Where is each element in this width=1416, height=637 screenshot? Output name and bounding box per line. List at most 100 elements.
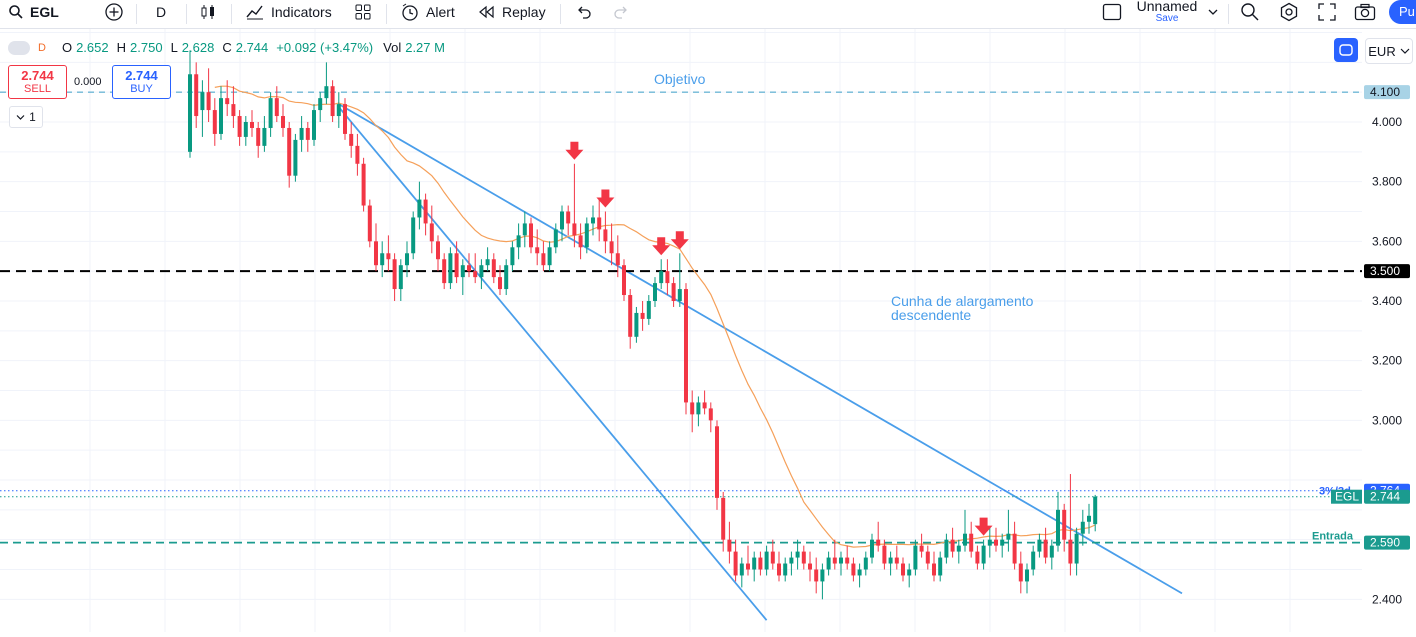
horizontal-levels[interactable]	[0, 91, 1362, 544]
settings-button[interactable]	[1279, 0, 1299, 24]
fullscreen-button[interactable]	[1318, 0, 1336, 24]
candle-body	[1043, 539, 1048, 558]
candle-body	[603, 229, 608, 242]
candle-body	[454, 253, 459, 278]
candle-body	[870, 539, 874, 558]
arrow-down-icon[interactable]	[670, 231, 689, 250]
candle-body	[944, 539, 949, 558]
replay-button[interactable]: Replay	[478, 0, 546, 24]
candle-body	[628, 295, 633, 337]
redo-button[interactable]	[612, 0, 630, 24]
chart-area[interactable]: 4.000 3.800 3.600 3.400 3.200 3.000 2.400 4.10…	[0, 29, 1416, 632]
candle-body	[764, 551, 769, 570]
candle-body	[560, 211, 564, 230]
candle-body	[281, 116, 285, 128]
candle-body	[634, 312, 639, 337]
price-badge-text: 2.744	[1370, 490, 1400, 504]
candle-body	[690, 402, 695, 415]
candle-body	[832, 557, 837, 564]
candles	[188, 50, 1098, 600]
price-badge-text: 4.100	[1370, 85, 1400, 99]
candle-body	[380, 253, 385, 266]
volume-label: Vol	[383, 40, 402, 55]
chart-type-button[interactable]	[199, 0, 217, 24]
price-badge-entrada	[1364, 535, 1410, 550]
templates-icon	[355, 4, 371, 20]
buy-button[interactable]: 2.744 BUY	[112, 65, 171, 99]
arrow-markers[interactable]	[565, 141, 993, 536]
candle-body	[516, 235, 521, 248]
candle-body	[541, 253, 546, 266]
arrow-down-icon[interactable]	[974, 517, 993, 536]
arrow-down-icon[interactable]	[596, 189, 615, 208]
chevron-down-icon	[1400, 48, 1410, 54]
candle-body	[932, 563, 936, 576]
level-labels: 4.100Objetivo3.5002.7643%/3d2.744EGL2.59…	[654, 71, 1410, 550]
candle-body	[200, 92, 205, 111]
spread-value: 0.000	[74, 76, 102, 88]
candle-body	[1025, 569, 1029, 582]
candle-body	[318, 98, 323, 111]
screenshot-icon	[1354, 3, 1376, 21]
quick-search-button[interactable]	[1240, 0, 1260, 24]
candle-body	[330, 86, 335, 117]
indicators-button[interactable]: Indicators	[245, 0, 332, 24]
candle-body	[448, 253, 453, 284]
candle-body	[529, 223, 533, 248]
candle-body	[349, 133, 354, 146]
publish-button[interactable]: Pu	[1389, 0, 1416, 24]
visibility-toggle[interactable]	[8, 40, 30, 55]
arrow-down-icon[interactable]	[652, 237, 671, 256]
candle-body	[839, 557, 843, 564]
candle-body	[702, 402, 707, 409]
candle-body	[1006, 533, 1011, 540]
arrow-down-icon[interactable]	[565, 141, 584, 160]
price-axis[interactable]: 4.000 3.800 3.600 3.400 3.200 3.000 2.400	[1362, 29, 1416, 632]
open-label: O	[61, 40, 73, 55]
candle-body	[721, 497, 726, 540]
currency-label: EUR	[1368, 43, 1396, 59]
layout-checkbox[interactable]	[1102, 0, 1122, 24]
undo-button[interactable]	[575, 0, 593, 24]
price-badge-text: 2.590	[1370, 536, 1400, 550]
sell-button[interactable]: 2.744 SELL	[8, 65, 67, 99]
candle-body	[584, 223, 589, 248]
indicator-collapse-button[interactable]: 1	[9, 106, 43, 128]
templates-button[interactable]	[354, 0, 372, 24]
toolbar-divider	[186, 4, 187, 24]
interval-button[interactable]: D	[156, 0, 166, 24]
price-chart[interactable]: 4.000 3.800 3.600 3.400 3.200 3.000 2.400 4.10…	[0, 29, 1416, 632]
currency-select[interactable]: EUR	[1365, 38, 1413, 64]
trendline-lower[interactable]	[338, 106, 768, 621]
candle-body	[969, 533, 974, 552]
save-link[interactable]: Save	[1155, 13, 1179, 24]
layout-menu-button[interactable]	[1208, 0, 1218, 24]
compare-button[interactable]	[104, 0, 124, 24]
candle-body	[783, 563, 788, 576]
buy-price: 2.744	[125, 68, 158, 83]
candle-body	[206, 92, 211, 111]
toolbar-divider	[386, 4, 387, 24]
trendlines[interactable]	[338, 103, 1183, 621]
candle-body	[572, 223, 577, 236]
interval-label: D	[156, 4, 167, 20]
candle-body	[491, 259, 496, 278]
symbol-search[interactable]: EGL	[8, 0, 59, 24]
price-badge-last-price	[1364, 489, 1410, 504]
alert-icon	[402, 3, 418, 21]
candle-body	[423, 199, 428, 224]
candle-body	[752, 557, 757, 570]
candle-body	[653, 283, 657, 301]
price-tick-label: 4.000	[1372, 115, 1402, 129]
layout-name-button[interactable]: Unnamed Save	[1134, 0, 1200, 24]
sell-price: 2.744	[21, 68, 54, 83]
price-badge-text: 3.500	[1370, 264, 1400, 278]
trendline-upper[interactable]	[338, 103, 1183, 595]
indicators-label: Indicators	[271, 4, 332, 20]
toolbar-divider	[231, 4, 232, 24]
candle-body	[336, 104, 341, 117]
alert-button[interactable]: Alert	[400, 0, 455, 24]
candle-body	[417, 199, 422, 218]
auto-scale-button[interactable]	[1334, 38, 1358, 62]
screenshot-button[interactable]	[1354, 0, 1376, 24]
